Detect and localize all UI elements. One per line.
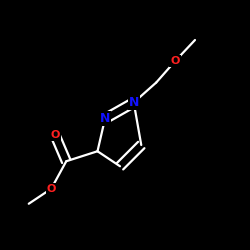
Text: O: O (46, 184, 56, 194)
Text: O: O (170, 56, 180, 66)
Text: N: N (100, 112, 110, 125)
Text: O: O (50, 130, 60, 140)
Text: N: N (128, 96, 139, 109)
